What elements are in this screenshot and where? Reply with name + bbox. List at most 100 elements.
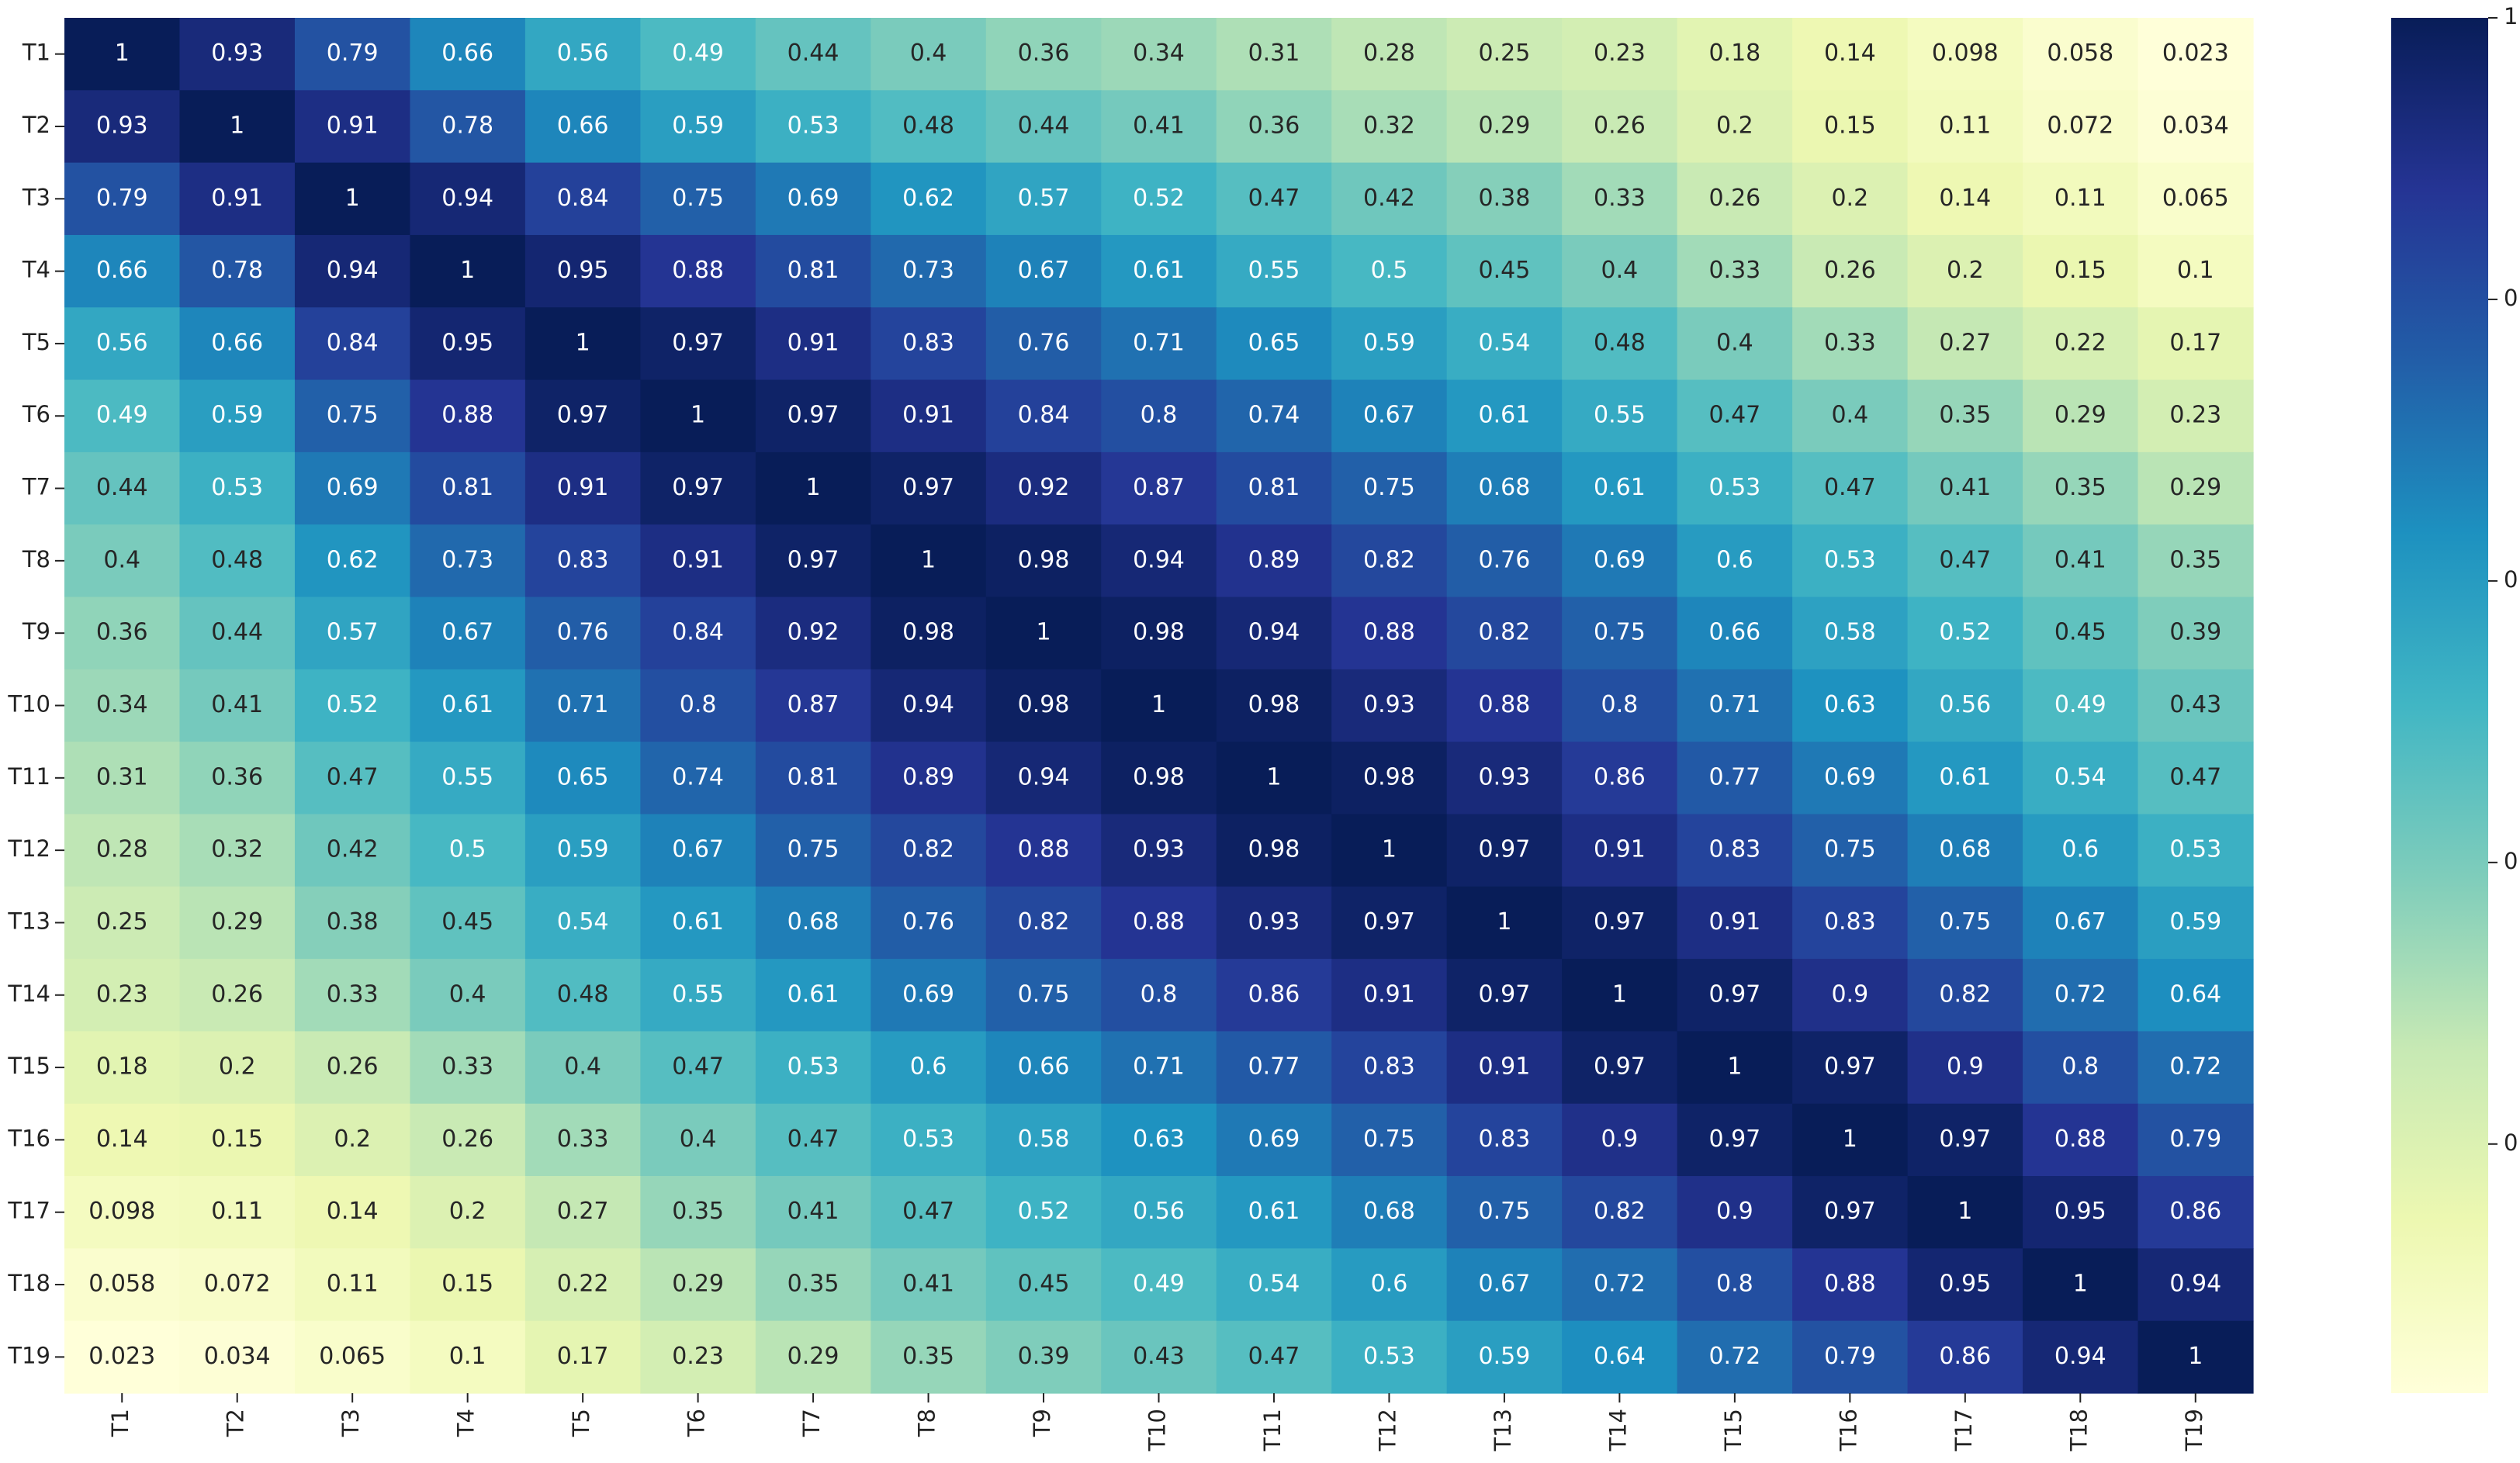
cell-value-label: 0.92 — [1018, 474, 1070, 501]
heatmap-cell — [640, 524, 756, 598]
heatmap-cell — [871, 1176, 987, 1249]
heatmap-cell — [1907, 742, 2023, 815]
heatmap-cell — [1562, 959, 1678, 1032]
heatmap-cell — [985, 1320, 1102, 1394]
heatmap-cell — [1331, 886, 1448, 960]
x-tick-label: T14 — [1604, 1409, 1631, 1452]
cell-value-label: 0.48 — [211, 546, 263, 573]
heatmap-cell — [1446, 1103, 1563, 1177]
cell-value-label: 0.54 — [2054, 763, 2106, 790]
heatmap-cell — [294, 886, 411, 960]
cell-value-label: 0.072 — [2047, 112, 2113, 139]
heatmap-cell — [1331, 1031, 1448, 1105]
x-tick-label: T16 — [1835, 1409, 1861, 1452]
heatmap-cell — [2023, 451, 2139, 525]
heatmap-cell — [1446, 18, 1563, 91]
cell-value-label: 0.71 — [557, 691, 609, 718]
heatmap-cell — [985, 959, 1102, 1032]
cell-value-label: 0.18 — [96, 1053, 148, 1081]
heatmap-cell — [871, 1320, 987, 1394]
cell-value-label: 1 — [1727, 1053, 1742, 1081]
heatmap-cell — [2023, 307, 2139, 381]
x-tick-label: T11 — [1259, 1409, 1286, 1452]
heatmap-cell — [640, 1248, 756, 1322]
heatmap-cell — [410, 597, 526, 670]
heatmap-cell — [524, 959, 641, 1032]
cell-value-label: 0.78 — [441, 112, 493, 139]
heatmap-cell — [179, 669, 296, 742]
heatmap-cell — [294, 959, 411, 1032]
cell-value-label: 1 — [230, 112, 244, 139]
heatmap-cell — [640, 379, 756, 453]
cell-value-label: 1 — [115, 40, 130, 67]
heatmap-cell — [524, 1320, 641, 1394]
heatmap-cell — [1907, 1176, 2023, 1249]
cell-value-label: 0.11 — [211, 1198, 263, 1225]
heatmap-cell — [1562, 814, 1678, 887]
heatmap-cell — [1907, 1103, 2023, 1177]
heatmap-cell — [1792, 18, 1909, 91]
heatmap-cell — [179, 524, 296, 598]
cell-value-label: 0.75 — [1824, 836, 1876, 863]
cell-value-label: 0.83 — [902, 329, 954, 356]
heatmap-cell — [294, 524, 411, 598]
cell-value-label: 1 — [345, 185, 360, 212]
heatmap-cell — [1677, 18, 1793, 91]
heatmap-cell — [2023, 814, 2139, 887]
cell-value-label: 0.66 — [96, 257, 148, 284]
heatmap-cell — [1216, 742, 1332, 815]
x-tick-label: T6 — [684, 1409, 710, 1437]
cell-value-label: 0.8 — [1601, 691, 1639, 718]
y-tick-label: T14 — [7, 981, 50, 1007]
cell-value-label: 0.76 — [1479, 546, 1531, 573]
heatmap-cell — [294, 379, 411, 453]
cell-value-label: 0.61 — [441, 691, 493, 718]
y-tick-label: T7 — [22, 474, 50, 500]
heatmap-cell — [755, 886, 871, 960]
heatmap-cell — [1907, 18, 2023, 91]
cell-value-label: 0.47 — [1708, 402, 1760, 429]
cell-value-label: 0.072 — [204, 1271, 271, 1298]
cell-value-label: 0.065 — [2162, 185, 2229, 212]
heatmap-cell — [1792, 1248, 1909, 1322]
heatmap-cell — [1331, 451, 1448, 525]
heatmap-cell — [524, 1103, 641, 1177]
y-tick-label: T8 — [22, 546, 50, 572]
cell-value-label: 0.23 — [1594, 40, 1646, 67]
cell-value-label: 0.23 — [2169, 402, 2221, 429]
cell-value-label: 0.75 — [1479, 1198, 1531, 1225]
heatmap-cell — [524, 451, 641, 525]
heatmap-cell — [410, 1103, 526, 1177]
heatmap-cell — [1562, 1176, 1678, 1249]
heatmap-cell — [1792, 1176, 1909, 1249]
heatmap-cell — [755, 742, 871, 815]
heatmap-cell — [1331, 669, 1448, 742]
cell-value-label: 0.23 — [672, 1343, 724, 1370]
cell-value-label: 0.31 — [96, 763, 148, 790]
cell-value-label: 0.14 — [327, 1198, 379, 1225]
cell-value-label: 0.59 — [557, 836, 609, 863]
heatmap-cell — [2138, 1103, 2254, 1177]
cell-value-label: 1 — [1843, 1126, 1857, 1153]
heatmap-cell — [294, 1103, 411, 1177]
heatmap-cell — [1677, 234, 1793, 308]
heatmap-cell — [1792, 162, 1909, 236]
heatmap-cell — [1677, 379, 1793, 453]
cell-value-label: 0.98 — [1018, 546, 1070, 573]
cell-value-label: 0.41 — [788, 1198, 839, 1225]
heatmap-cell — [1446, 90, 1563, 164]
cell-value-label: 0.48 — [1594, 329, 1646, 356]
heatmap-cell — [1101, 90, 1217, 164]
cell-value-label: 0.47 — [1824, 474, 1876, 501]
cell-value-label: 1 — [1612, 981, 1627, 1008]
cell-value-label: 0.2 — [219, 1053, 256, 1081]
cell-value-label: 0.34 — [1133, 40, 1185, 67]
cell-value-label: 0.4 — [1716, 329, 1753, 356]
heatmap-cell — [1562, 524, 1678, 598]
cell-value-label: 0.89 — [1248, 546, 1300, 573]
cell-value-label: 0.1 — [449, 1343, 486, 1370]
cell-value-label: 0.33 — [1594, 185, 1646, 212]
cell-value-label: 0.53 — [211, 474, 263, 501]
cell-value-label: 0.41 — [2054, 546, 2106, 573]
cell-value-label: 0.67 — [441, 619, 493, 646]
